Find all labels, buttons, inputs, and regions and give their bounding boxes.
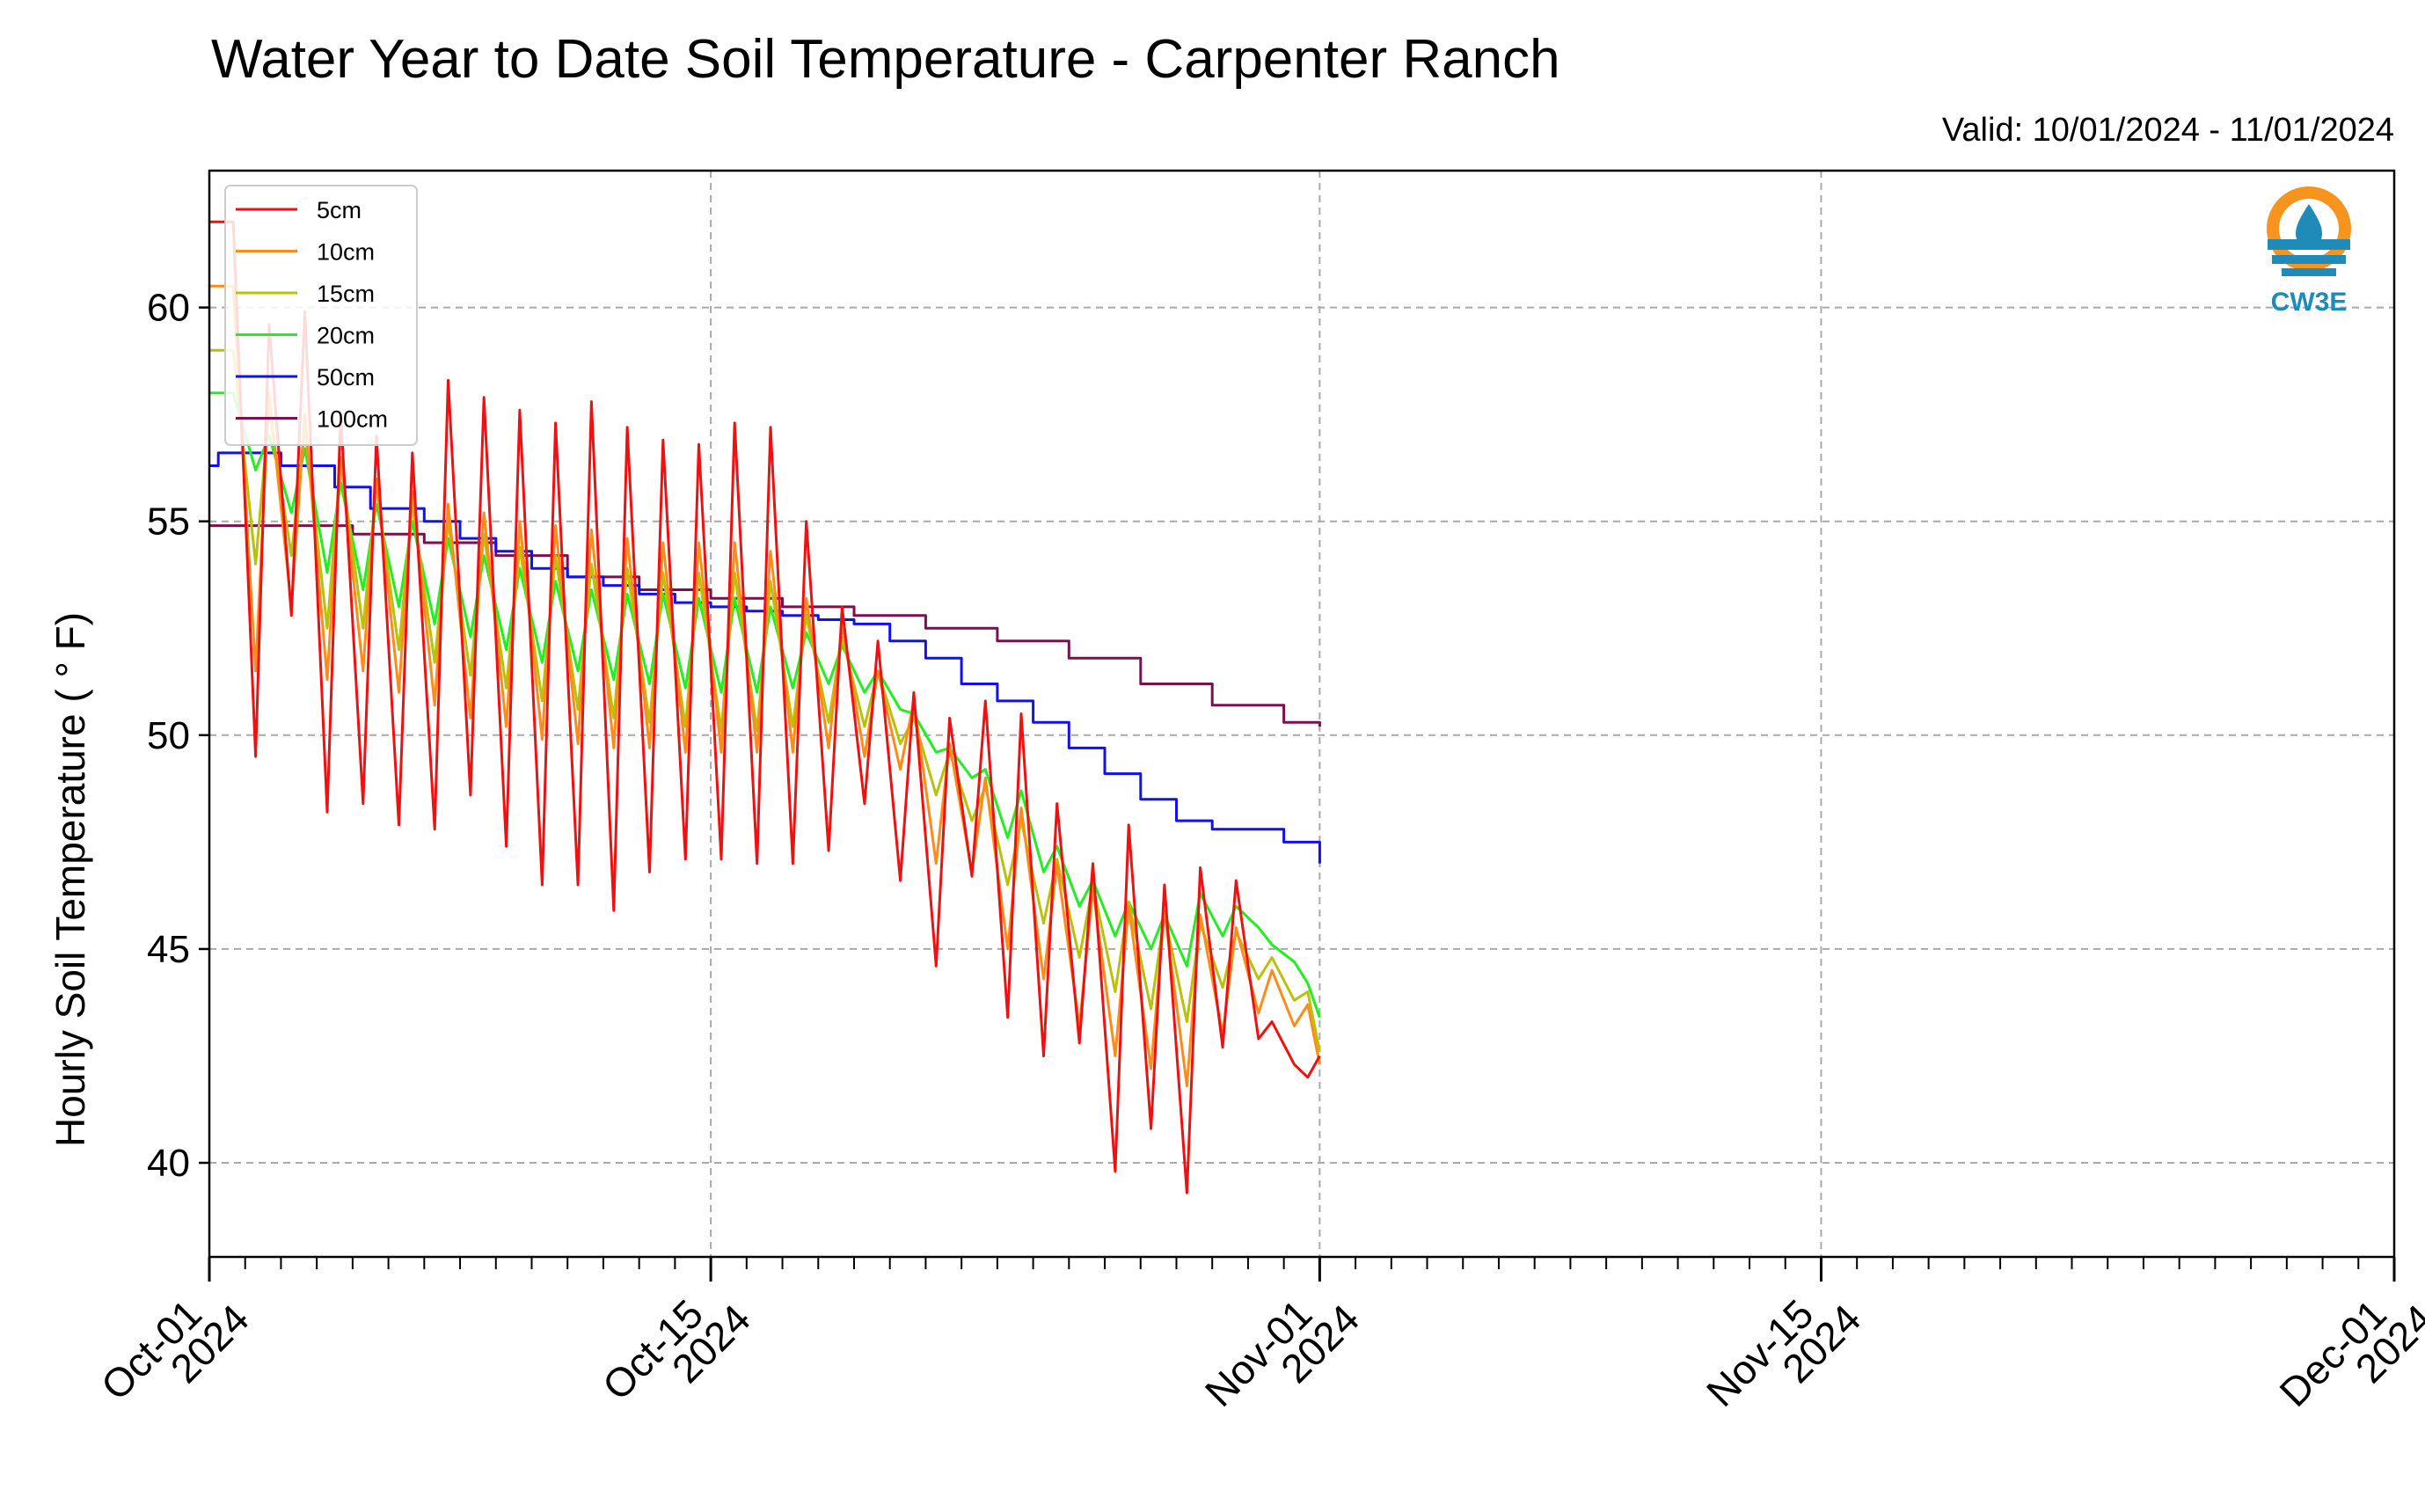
- series-line-50cm: [209, 451, 1321, 864]
- legend-label-50cm: 50cm: [317, 364, 375, 391]
- series-line-5cm: [209, 220, 1321, 1194]
- legend-label-5cm: 5cm: [317, 197, 362, 223]
- series-line-15cm: [209, 348, 1321, 1052]
- legend-label-100cm: 100cm: [317, 406, 388, 433]
- chart-title: Water Year to Date Soil Temperature - Ca…: [211, 29, 1560, 90]
- chart-subtitle: Valid: 10/01/2024 - 11/01/2024: [1942, 112, 2394, 149]
- y-tick-label: 55: [147, 500, 190, 544]
- series-line-100cm: [209, 524, 1321, 727]
- water-drop-icon: [2296, 204, 2322, 247]
- legend-label-15cm: 15cm: [317, 281, 375, 307]
- legend-label-10cm: 10cm: [317, 239, 375, 266]
- plot-area: [209, 220, 1321, 1194]
- y-tick-label: 45: [147, 928, 190, 971]
- y-tick-label: 50: [147, 714, 190, 757]
- y-tick-label: 40: [147, 1142, 190, 1185]
- legend-label-20cm: 20cm: [317, 323, 375, 349]
- y-axis-label: Hourly Soil Temperature ( ° F): [47, 612, 93, 1147]
- grid-lines: [209, 171, 2394, 1257]
- cw3e-logo: CW3E: [2267, 186, 2351, 317]
- y-axis: 40 45 50 55 60: [147, 287, 209, 1185]
- legend: 5cm 10cm 15cm 20cm 50cm 100cm: [224, 185, 418, 446]
- logo-text: CW3E: [2271, 288, 2348, 317]
- y-tick-label: 60: [147, 287, 190, 330]
- series-line-20cm: [209, 391, 1321, 1019]
- plot-frame: [208, 169, 2396, 1259]
